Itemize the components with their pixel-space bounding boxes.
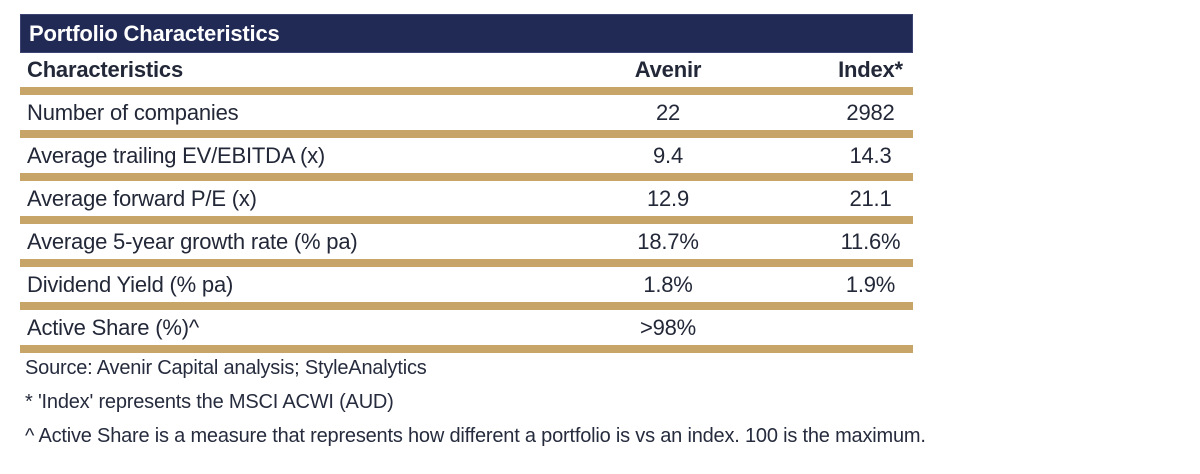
column-header-avenir: Avenir [634,57,702,82]
index-value: 1.9% [845,271,896,297]
avenir-value: 22 [655,99,681,125]
index-value: 2982 [846,99,895,125]
index-value: 21.1 [849,185,892,211]
index-value: 11.6% [840,228,901,254]
portfolio-characteristics-table: Portfolio Characteristics Characteristic… [20,14,913,353]
active-share-definition-note: ^ Active Share is a measure that represe… [25,425,926,447]
table-body: Number of companies 22 2982 Average trailin… [20,95,913,353]
avenir-value: 1.8% [643,271,693,297]
avenir-value: >98% [639,314,697,340]
table-row: Active Share (%)^ >98% [20,310,913,353]
column-header-index: Index* [838,57,903,82]
column-header-characteristics: Characteristics [27,57,183,82]
avenir-value: 12.9 [646,185,690,211]
table-row: Average 5-year growth rate (% pa) 18.7% 11… [20,224,913,267]
avenir-value: 9.4 [653,142,683,168]
row-label: Dividend Yield (% pa) [27,271,234,297]
index-value: 14.3 [849,142,892,168]
table-title: Portfolio Characteristics [29,20,280,46]
avenir-value: 18.7% [637,228,699,254]
footnotes: Source: Avenir Capital analysis; StyleAn… [25,357,1185,459]
table-row: Number of companies 22 2982 [20,95,913,138]
table-row: Average trailing EV/EBITDA (x) 9.4 14.3 [20,138,913,181]
table-row: Average forward P/E (x) 12.9 21.1 [20,181,913,224]
row-label: Active Share (%)^ [27,314,199,340]
index-definition-note: * 'Index' represents the MSCI ACWI (AUD) [25,391,394,413]
table-title-bar: Portfolio Characteristics [20,14,913,53]
row-label: Average forward P/E (x) [27,185,257,211]
row-label: Average 5-year growth rate (% pa) [27,228,358,254]
source-note: Source: Avenir Capital analysis; StyleAn… [25,357,427,379]
row-label: Average trailing EV/EBITDA (x) [27,142,326,168]
table-row: Dividend Yield (% pa) 1.8% 1.9% [20,267,913,310]
row-label: Number of companies [27,99,239,125]
table-header-row: Characteristics Avenir Index* [20,53,913,95]
